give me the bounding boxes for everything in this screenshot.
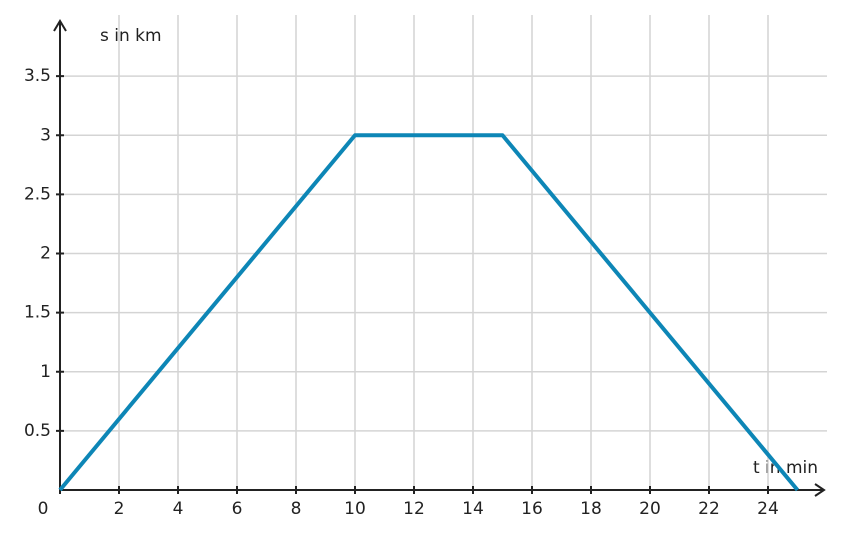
line <box>58 133 800 492</box>
x-tick-label: 12 <box>403 499 425 519</box>
x-tick-label: 0 <box>38 499 49 519</box>
x-tick-label: 2 <box>114 499 125 519</box>
x-tick-label: 20 <box>639 499 661 519</box>
x-tick-label: 4 <box>173 499 184 519</box>
x-tick-label: 18 <box>580 499 602 519</box>
x-axis <box>60 483 826 497</box>
x-axis-label: t in min <box>753 458 818 478</box>
y-tick-label: 3.5 <box>24 66 51 86</box>
x-tick-label: 10 <box>344 499 366 519</box>
y-axis <box>53 19 67 490</box>
x-tick-label: 8 <box>291 499 302 519</box>
y-tick-label: 1.5 <box>24 303 51 323</box>
x-tick-label: 14 <box>462 499 484 519</box>
x-tick-label: 22 <box>698 499 720 519</box>
y-tick-label: 1 <box>40 362 51 382</box>
y-tick-label: 0.5 <box>24 421 51 441</box>
y-tick-label: 2 <box>40 244 51 264</box>
x-tick-label: 16 <box>521 499 543 519</box>
x-tick-label: 24 <box>757 499 779 519</box>
y-axis-label: s in km <box>100 26 162 46</box>
y-tick-label: 2.5 <box>24 184 51 204</box>
y-tick-label: 3 <box>40 125 51 145</box>
x-tick-label: 6 <box>232 499 243 519</box>
